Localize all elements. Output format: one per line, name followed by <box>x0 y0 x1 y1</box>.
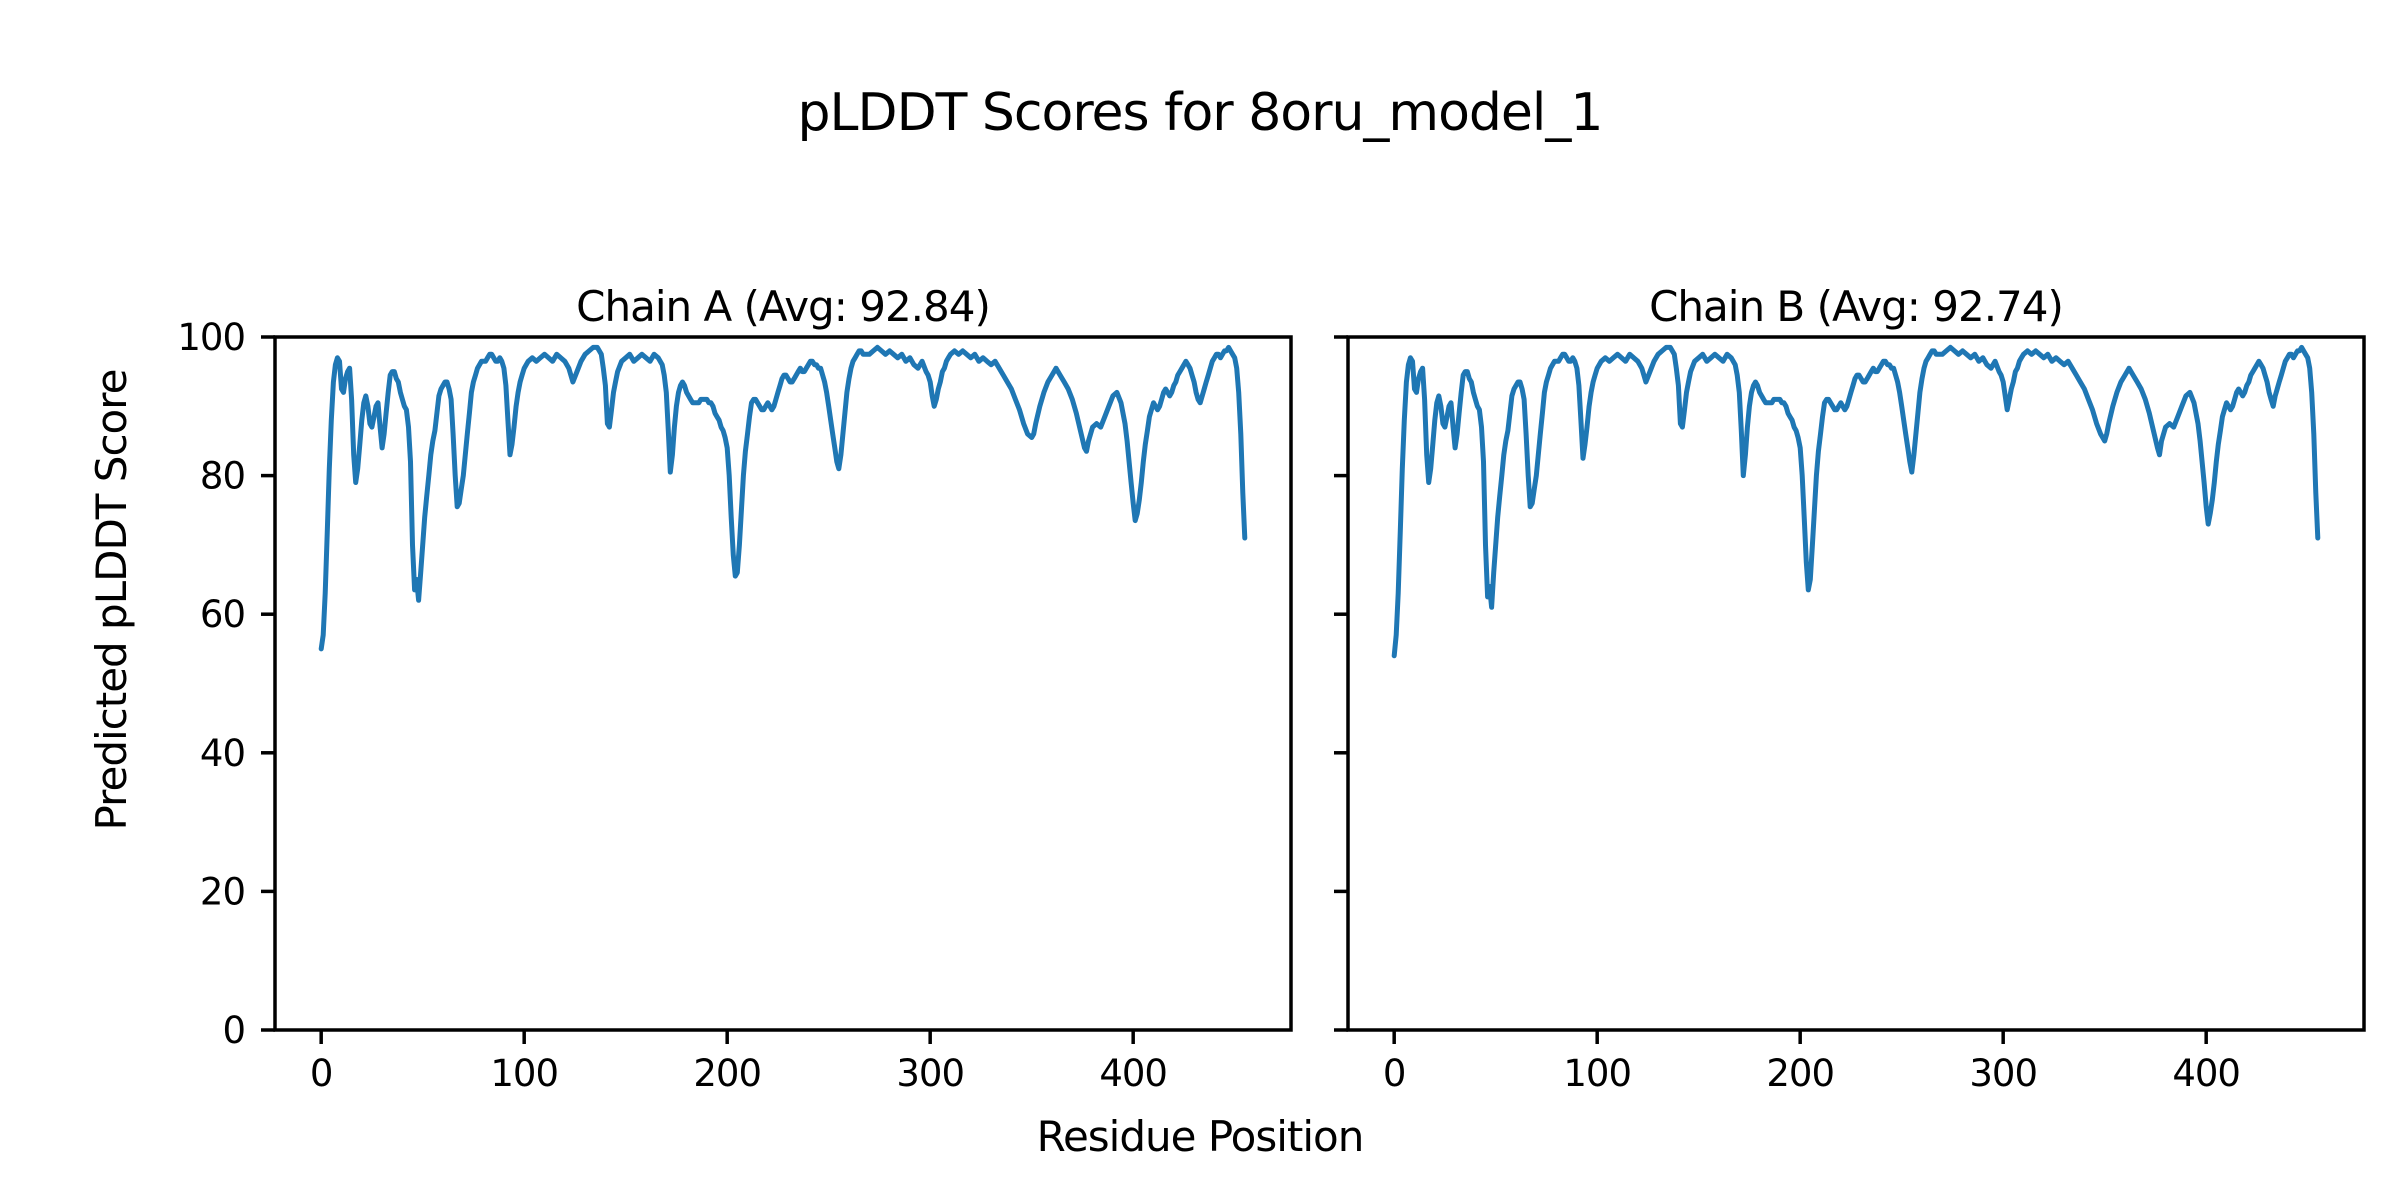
y-tick-label: 20 <box>200 870 245 913</box>
plddt-line-chain-b <box>1391 344 2321 659</box>
axes-frame-chain-b <box>1346 335 2366 1032</box>
x-tick-label: 200 <box>1766 1052 1834 1095</box>
x-tick-label: 0 <box>1383 1052 1406 1095</box>
x-tick-label: 400 <box>1099 1052 1167 1095</box>
x-tick-label: 200 <box>693 1052 761 1095</box>
subplot-b-title: Chain B (Avg: 92.74) <box>1649 282 2064 331</box>
x-tick-label: 300 <box>896 1052 964 1095</box>
subplot-a-title: Chain A (Avg: 92.84) <box>576 282 991 331</box>
subplot-chain-b: 0 100 200 300 400 <box>1334 335 2366 1095</box>
figure-title: pLDDT Scores for 8oru_model_1 <box>797 83 1604 143</box>
y-tick-label: 80 <box>200 455 245 498</box>
x-tick-label: 300 <box>1969 1052 2037 1095</box>
axes-frame-chain-a <box>273 335 1293 1032</box>
x-tick-label: 100 <box>1563 1052 1631 1095</box>
x-tick-label: 100 <box>490 1052 558 1095</box>
y-tick-label: 60 <box>200 593 245 636</box>
y-tick-label: 100 <box>177 316 245 359</box>
plddt-line-chain-a <box>318 344 1248 652</box>
x-tick-label: 400 <box>2172 1052 2240 1095</box>
x-tick-label: 0 <box>310 1052 333 1095</box>
x-axis-label: Residue Position <box>1036 1112 1365 1161</box>
subplot-chain-a: 0 100 200 300 400 0 20 40 60 80 100 <box>177 316 1293 1095</box>
y-tick-label: 0 <box>222 1009 245 1052</box>
y-tick-label: 40 <box>200 732 245 775</box>
y-axis-label: Predicted pLDDT Score <box>87 369 136 831</box>
